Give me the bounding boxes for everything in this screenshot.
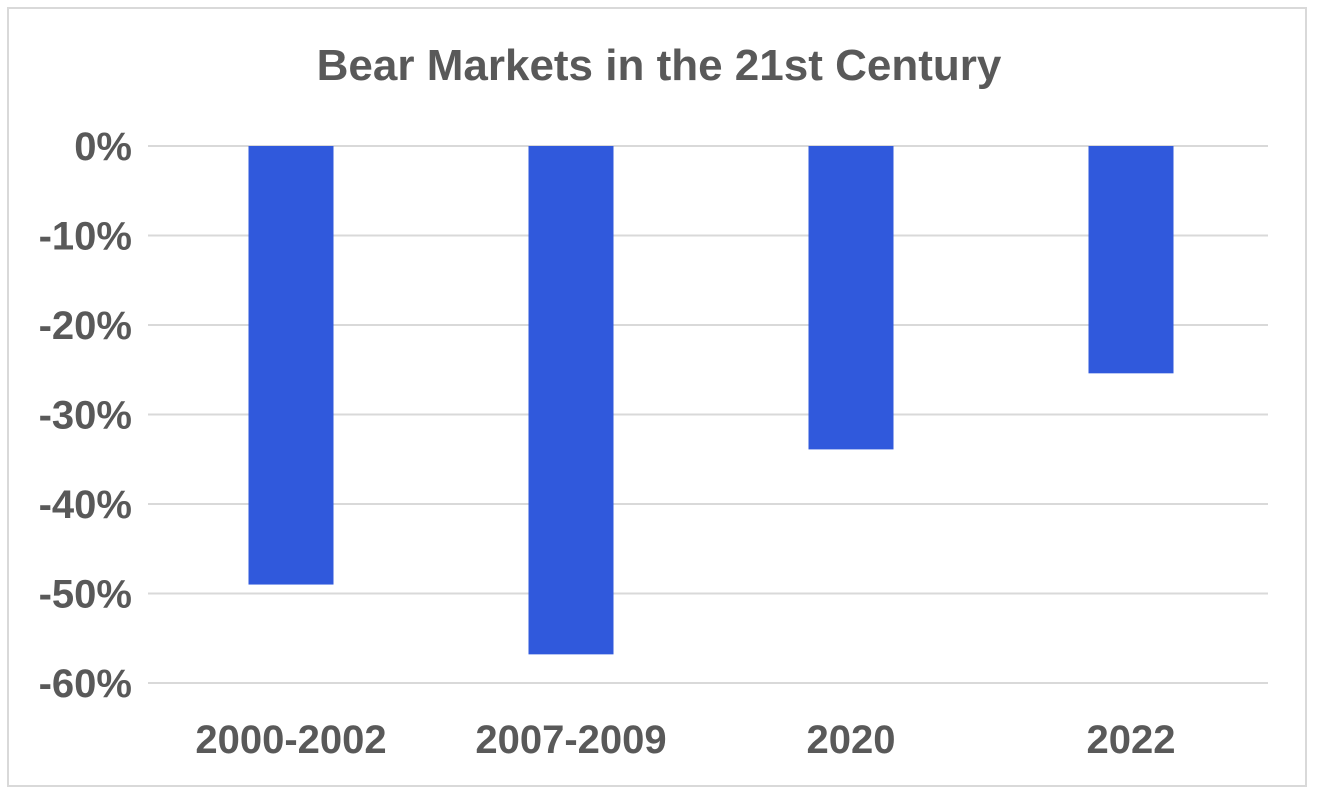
chart-title: Bear Markets in the 21st Century <box>316 41 1002 90</box>
gridlines <box>148 145 1268 684</box>
y-tick-label: 0% <box>74 125 132 169</box>
y-tick-label: -60% <box>39 662 132 706</box>
y-tick-label: -10% <box>39 215 132 259</box>
x-category-label: 2000-2002 <box>195 718 386 762</box>
y-tick-label: -40% <box>39 483 132 527</box>
bar <box>808 146 894 450</box>
chart-frame <box>7 7 1307 787</box>
x-category-label: 2007-2009 <box>475 718 666 762</box>
bar <box>248 146 334 585</box>
y-tick-label: -30% <box>39 394 132 438</box>
y-tick-label: -50% <box>39 573 132 617</box>
bars <box>248 146 1174 655</box>
y-axis-tick-labels: 0% -10% -20% -30% -40% -50% -60% <box>39 125 132 706</box>
bar <box>528 146 614 655</box>
x-category-label: 2020 <box>807 718 896 762</box>
x-axis-category-labels: 2000-2002 2007-2009 2020 2022 <box>195 718 1175 762</box>
x-category-label: 2022 <box>1087 718 1176 762</box>
y-tick-label: -20% <box>39 304 132 348</box>
bar <box>1088 146 1174 374</box>
